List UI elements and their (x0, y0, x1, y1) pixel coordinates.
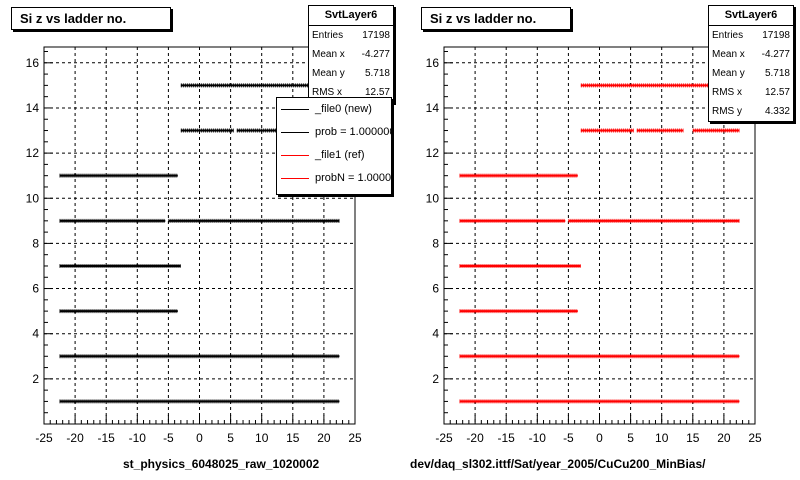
left-y-tick-label: 10 (26, 191, 40, 205)
left-y-tick-label: 16 (26, 56, 40, 70)
right-x-tick-label: -20 (466, 431, 484, 445)
right-y-tick-label: 12 (426, 146, 440, 160)
left-stats-row: Mean y 5.718 (312, 68, 390, 79)
left-y-tick-label: 12 (26, 146, 40, 160)
right-x-tick-label: 0 (596, 431, 603, 445)
right-x-tick-label: 10 (655, 431, 669, 445)
right-stats-box: SvtLayer6 Entries 17198 Mean x -4.277 Mean… (708, 5, 794, 122)
right-x-tick-label: -5 (563, 431, 574, 445)
left-chart-title: Si z vs ladder no. (11, 7, 171, 30)
right-y-tick-label: 4 (432, 327, 439, 341)
left-y-tick-label: 4 (32, 327, 39, 341)
right-y-tick-label: 10 (426, 191, 440, 205)
right-x-tick-label: 25 (748, 431, 762, 445)
right-x-tick-label: -15 (498, 431, 516, 445)
left-stats-row: Mean x -4.277 (312, 49, 390, 60)
left-x-tick-label: 20 (317, 431, 331, 445)
right-stats-row: Mean x -4.277 (712, 49, 790, 60)
left-stats-box: SvtLayer6 Entries 17198 Mean x -4.277 Mean… (308, 5, 394, 103)
right-stats-row: RMS x 12.57 (712, 87, 790, 98)
left-stats-name: SvtLayer6 (309, 6, 393, 26)
right-y-tick-label: 14 (426, 101, 440, 115)
right-y-tick-label: 16 (426, 56, 440, 70)
legend-entry: _file0 (new) (277, 98, 391, 121)
right-footer-label: dev/daq_sl302.ittf/Sat/year_2005/CuCu200… (410, 457, 706, 471)
legend-entry: probN = 1.000000 (277, 167, 391, 190)
right-stats-row: Mean y 5.718 (712, 68, 790, 79)
right-y-tick-label: 6 (432, 282, 439, 296)
left-y-tick-label: 8 (32, 236, 39, 250)
legend-line (281, 109, 309, 110)
left-x-tick-label: -15 (98, 431, 116, 445)
left-y-tick-label: 2 (32, 372, 39, 386)
right-x-tick-label: 20 (717, 431, 731, 445)
legend-line (281, 132, 309, 133)
left-x-tick-label: -10 (129, 431, 147, 445)
right-y-tick-label: 8 (432, 236, 439, 250)
legend-entry: _file1 (ref) (277, 144, 391, 167)
right-y-tick-label: 2 (432, 372, 439, 386)
left-stats-row: Entries 17198 (312, 30, 390, 41)
left-y-tick-label: 14 (26, 101, 40, 115)
legend-line (281, 178, 309, 179)
left-plot-frame (43, 46, 356, 425)
right-x-tick-label: 15 (686, 431, 700, 445)
left-stats-row: RMS x 12.57 (312, 87, 390, 98)
left-legend: _file0 (new) prob = 1.000000 _file1 (ref… (276, 97, 392, 195)
legend-line (281, 155, 309, 156)
left-x-tick-label: 10 (255, 431, 269, 445)
right-stats-row: Entries 17198 (712, 30, 790, 41)
right-stats-name: SvtLayer6 (709, 6, 793, 26)
left-x-tick-label: -25 (35, 431, 53, 445)
left-x-tick-label: -20 (66, 431, 84, 445)
left-x-tick-label: 15 (286, 431, 300, 445)
left-footer-label: st_physics_6048025_raw_1020002 (123, 457, 320, 471)
left-x-tick-label: -5 (163, 431, 174, 445)
right-x-tick-label: -25 (435, 431, 453, 445)
left-x-tick-label: 0 (196, 431, 203, 445)
legend-entry: prob = 1.000000 (277, 121, 391, 144)
right-plot-frame (443, 46, 756, 425)
right-x-tick-label: -10 (529, 431, 547, 445)
left-y-tick-label: 6 (32, 282, 39, 296)
left-x-tick-label: 25 (348, 431, 362, 445)
right-x-tick-label: 5 (627, 431, 634, 445)
left-x-tick-label: 5 (227, 431, 234, 445)
right-stats-row: RMS y 4.332 (712, 106, 790, 117)
right-chart-title: Si z vs ladder no. (421, 7, 571, 30)
